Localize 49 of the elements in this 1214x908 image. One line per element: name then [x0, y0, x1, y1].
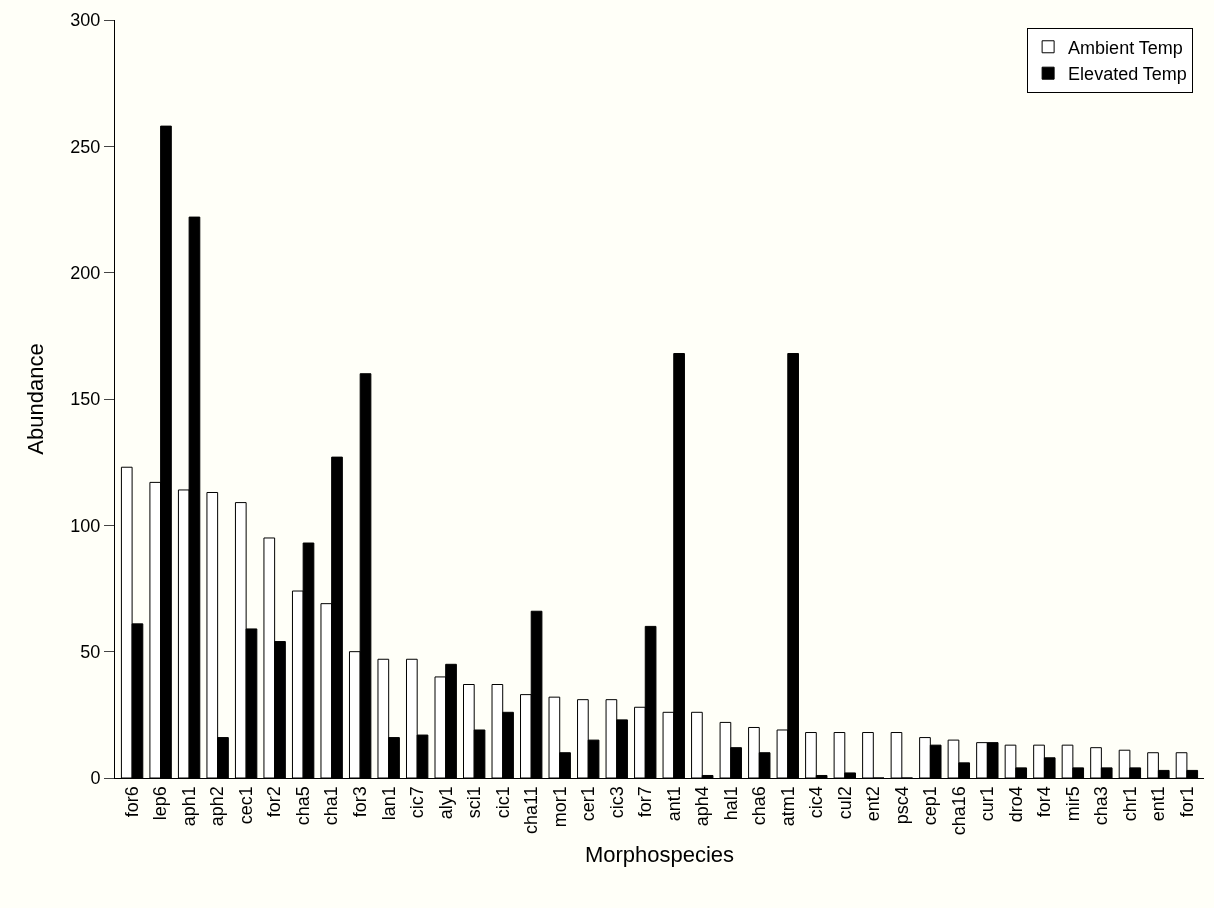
x-tick-label: for6 — [121, 786, 142, 818]
x-tick-label: cha5 — [293, 786, 313, 826]
y-tick-label: 100 — [70, 515, 101, 536]
x-tick-label: cic7 — [407, 786, 428, 819]
y-tick-label: 50 — [80, 641, 101, 662]
x-tick-label: lep6 — [150, 786, 171, 821]
x-tick-label: cha1 — [321, 786, 342, 826]
x-tick-label: cep1 — [920, 786, 941, 826]
x-tick-label: mor1 — [549, 786, 570, 828]
x-tick-label: cul2 — [834, 786, 855, 820]
x-tick-label: for7 — [635, 786, 656, 818]
x-tick-label: for1 — [1176, 786, 1197, 818]
x-tick-label: hal1 — [720, 786, 741, 821]
x-tick-label: cha3 — [1091, 786, 1112, 826]
x-tick-label: ent2 — [863, 786, 884, 822]
x-tick-label: aph2 — [207, 786, 228, 827]
x-axis-title: Morphospecies — [584, 842, 735, 868]
x-tick-label: sci1 — [464, 786, 485, 819]
x-tick-label: cic4 — [806, 786, 827, 819]
y-axis-title: Abundance — [23, 343, 49, 455]
y-tick-label: 200 — [70, 262, 101, 283]
x-tick-label: lan1 — [378, 786, 399, 821]
x-tick-label: chr1 — [1119, 786, 1140, 822]
x-tick-label: cha16 — [948, 786, 969, 836]
x-tick-label: psc4 — [891, 786, 912, 825]
y-tick-label: 150 — [70, 389, 101, 410]
x-tick-label: aph1 — [178, 786, 199, 827]
x-tick-label: ant1 — [663, 786, 684, 822]
x-tick-label: cic1 — [492, 786, 513, 819]
y-tick-label: 250 — [70, 136, 101, 157]
x-tick-label: cur1 — [977, 786, 998, 822]
legend-label: Elevated Temp — [1068, 64, 1187, 85]
x-tick-label: for3 — [350, 786, 371, 818]
y-tick-label: 0 — [90, 768, 101, 789]
x-tick-label: aph4 — [692, 786, 713, 827]
legend-label: Ambient Temp — [1068, 37, 1183, 58]
x-tick-label: aly1 — [435, 786, 456, 820]
x-tick-label: ent1 — [1148, 786, 1169, 822]
x-tick-label: for2 — [264, 786, 285, 818]
x-tick-label: cer1 — [578, 786, 599, 822]
x-tick-label: cha11 — [521, 786, 542, 834]
x-tick-label: for4 — [1034, 786, 1055, 818]
x-tick-label: dro4 — [1005, 786, 1026, 823]
x-tick-label: cic3 — [606, 786, 627, 819]
x-tick-label: cha6 — [749, 786, 770, 826]
x-tick-label: mir5 — [1062, 786, 1083, 822]
x-tick-label: cec1 — [235, 786, 256, 825]
x-tick-label: atm1 — [777, 786, 798, 827]
y-tick-label: 300 — [70, 10, 101, 31]
